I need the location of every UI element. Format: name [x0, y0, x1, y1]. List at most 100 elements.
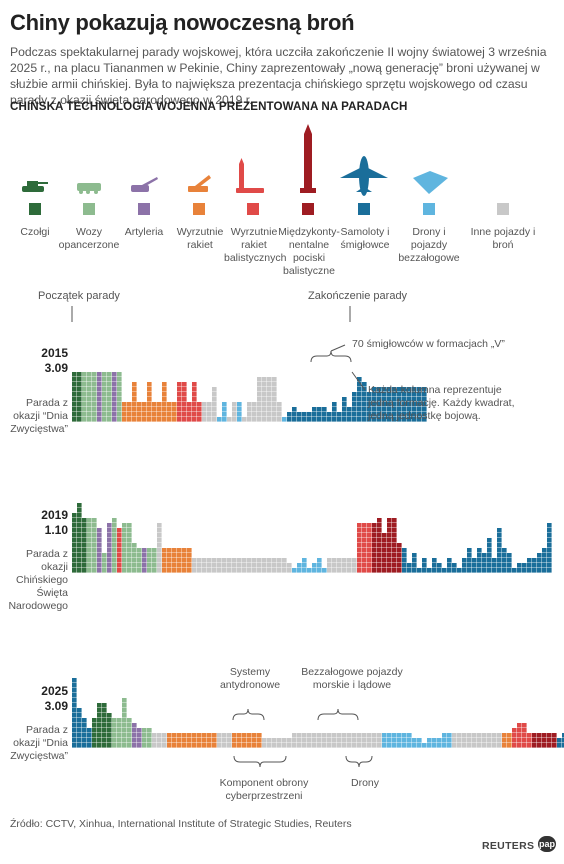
waffle-square-other — [307, 743, 312, 748]
waffle-square-tank — [72, 528, 77, 533]
waffle-square-air — [392, 412, 397, 417]
waffle-square-air — [307, 417, 312, 422]
waffle-square-air — [427, 568, 432, 573]
waffle-square-tank — [82, 553, 87, 558]
waffle-square-icbm — [397, 543, 402, 548]
waffle-square-air — [377, 397, 382, 402]
waffle-square-ballistic — [192, 417, 197, 422]
waffle-square-rocket — [172, 553, 177, 558]
waffle-square-air — [412, 392, 417, 397]
waffle-square-air — [387, 412, 392, 417]
waffle-square-rocket — [132, 407, 137, 412]
waffle-square-apc — [87, 543, 92, 548]
waffle-square-air — [347, 412, 352, 417]
waffle-square-other — [242, 417, 247, 422]
waffle-square-ballistic — [357, 523, 362, 528]
waffle-square-art — [107, 528, 112, 533]
waffle-square-ballistic — [187, 417, 192, 422]
waffle-square-ballistic — [117, 543, 122, 548]
waffle-square-air — [477, 553, 482, 558]
waffle-square-other — [207, 417, 212, 422]
waffle-square-apc — [122, 528, 127, 533]
waffle-square-icbm — [382, 553, 387, 558]
waffle-square-air — [362, 397, 367, 402]
waffle-square-rocket — [137, 417, 142, 422]
waffle-square-apc — [122, 558, 127, 563]
waffle-square-drone — [382, 738, 387, 743]
waffle-square-rocket — [182, 738, 187, 743]
waffle-square-rocket — [127, 402, 132, 407]
waffle-square-apc — [127, 728, 132, 733]
waffle-square-air — [87, 738, 92, 743]
waffle-square-drone — [322, 568, 327, 573]
waffle-square-ballistic — [362, 538, 367, 543]
waffle-square-other — [287, 738, 292, 743]
waffle-square-rocket — [157, 417, 162, 422]
waffle-square-apc — [152, 568, 157, 573]
waffle-square-air — [497, 543, 502, 548]
waffle-square-other — [277, 407, 282, 412]
waffle-square-other — [267, 392, 272, 397]
waffle-square-rocket — [122, 407, 127, 412]
waffle-square-art — [137, 743, 142, 748]
waffle-square-other — [212, 412, 217, 417]
waffle-square-air — [482, 558, 487, 563]
waffle-square-other — [192, 558, 197, 563]
waffle-square-tank — [77, 503, 82, 508]
waffle-square-tank — [107, 713, 112, 718]
waffle-square-air — [402, 392, 407, 397]
waffle-square-tank — [82, 518, 87, 523]
waffle-square-ballistic — [187, 407, 192, 412]
waffle-square-other — [322, 743, 327, 748]
waffle-square-apc — [127, 723, 132, 728]
waffle-square-ballistic — [357, 558, 362, 563]
waffle-square-tank — [82, 563, 87, 568]
waffle-square-rocket — [157, 402, 162, 407]
waffle-square-art — [142, 558, 147, 563]
waffle-square-drone — [407, 733, 412, 738]
waffle-square-apc — [102, 377, 107, 382]
waffle-square-air — [432, 558, 437, 563]
waffle-square-air — [322, 412, 327, 417]
waffle-square-rocket — [252, 743, 257, 748]
waffle-square-other — [337, 563, 342, 568]
waffle-square-other — [462, 738, 467, 743]
waffle-square-icbm — [387, 523, 392, 528]
waffle-square-rocket — [202, 743, 207, 748]
waffle-square-air — [82, 733, 87, 738]
waffle-square-art — [132, 733, 137, 738]
waffle-square-other — [212, 563, 217, 568]
waffle-square-rocket — [502, 743, 507, 748]
waffle-square-air — [447, 563, 452, 568]
waffle-square-rocket — [122, 417, 127, 422]
waffle-square-tank — [77, 392, 82, 397]
waffle-square-air — [72, 683, 77, 688]
waffle-square-rocket — [187, 568, 192, 573]
intro-text: Podczas spektakularnej parady wojskowej,… — [10, 45, 547, 107]
waffle-square-other — [162, 738, 167, 743]
waffle-square-apc — [92, 533, 97, 538]
waffle-square-air — [332, 402, 337, 407]
waffle-square-other — [342, 568, 347, 573]
waffle-square-apc — [117, 387, 122, 392]
waffle-square-other — [327, 563, 332, 568]
waffle-square-other — [332, 743, 337, 748]
waffle-square-rocket — [197, 733, 202, 738]
waffle-square-apc — [147, 728, 152, 733]
waffle-square-air — [77, 733, 82, 738]
waffle-square-other — [257, 417, 262, 422]
waffle-square-air — [72, 723, 77, 728]
waffle-square-air — [372, 402, 377, 407]
waffle-square-rocket — [162, 397, 167, 402]
waffle-square-air — [517, 568, 522, 573]
waffle-square-air — [487, 558, 492, 563]
waffle-square-other — [237, 568, 242, 573]
waffle-square-air — [402, 412, 407, 417]
waffle-square-apc — [87, 377, 92, 382]
waffle-square-rocket — [182, 548, 187, 553]
waffle-square-other — [492, 733, 497, 738]
waffle-square-air — [312, 407, 317, 412]
waffle-square-icbm — [372, 538, 377, 543]
waffle-square-apc — [102, 563, 107, 568]
waffle-square-air — [417, 568, 422, 573]
